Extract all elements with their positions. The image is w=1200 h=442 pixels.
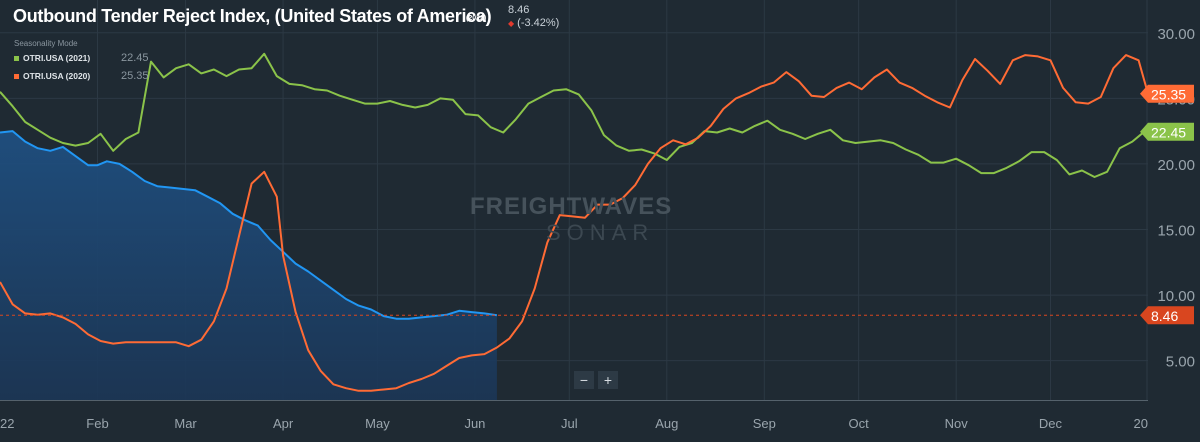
x-tick-label-end: 20 bbox=[1134, 416, 1148, 431]
down-arrow-icon: ◆ bbox=[508, 19, 515, 28]
zoom-in-button[interactable]: + bbox=[598, 371, 618, 389]
title-year: (2022) bbox=[466, 15, 487, 22]
chart-title: Outbound Tender Reject Index, (United St… bbox=[13, 6, 492, 26]
series-line-0 bbox=[0, 130, 498, 320]
series-line-1 bbox=[0, 52, 1149, 178]
change-value: ◆ (-3.42%) bbox=[508, 17, 559, 29]
x-tick-jul: Jul bbox=[561, 416, 578, 431]
axes-layer: 5.0010.0015.0020.0025.0030.0022FebMarApr… bbox=[0, 26, 1195, 431]
legend-swatch bbox=[14, 73, 19, 79]
zoom-out-button[interactable]: − bbox=[574, 371, 594, 389]
y-tick-label: 15.00 bbox=[1157, 223, 1195, 240]
x-tick-sep: Sep bbox=[753, 416, 776, 431]
x-tick-dec: Dec bbox=[1039, 416, 1063, 431]
x-tick-mar: Mar bbox=[174, 416, 197, 431]
x-tick-apr: Apr bbox=[273, 416, 294, 431]
gridlines bbox=[0, 0, 1148, 400]
seasonality-mode-label: Seasonality Mode bbox=[14, 39, 78, 48]
value-flag-label: 22.45 bbox=[1151, 124, 1186, 140]
value-flags: 25.35 22.45 8.46 bbox=[1140, 84, 1194, 325]
legend-label: OTRI.USA (2021) bbox=[23, 53, 91, 63]
series-layer bbox=[0, 52, 1149, 400]
x-tick-nov: Nov bbox=[945, 416, 969, 431]
current-value: 8.46 bbox=[508, 4, 530, 16]
legend-label: OTRI.USA (2020) bbox=[23, 71, 91, 81]
value-flag bbox=[1140, 84, 1194, 103]
series-area-2022 bbox=[0, 131, 497, 400]
x-tick-oct: Oct bbox=[849, 416, 870, 431]
value-flag-label: 8.46 bbox=[1151, 308, 1178, 324]
value-flag bbox=[1140, 122, 1194, 141]
value-flag-label: 25.35 bbox=[1151, 86, 1186, 102]
x-tick-feb: Feb bbox=[86, 416, 108, 431]
change-text: (-3.42%) bbox=[517, 17, 560, 29]
series-line-2 bbox=[0, 54, 1149, 392]
x-tick-aug: Aug bbox=[655, 416, 678, 431]
legend-value: 22.45 bbox=[121, 52, 149, 64]
watermark-sonar: SONAR bbox=[546, 220, 655, 245]
legend-swatch bbox=[14, 55, 19, 61]
y-tick-label: 20.00 bbox=[1157, 157, 1195, 174]
y-tick-label: 5.00 bbox=[1166, 354, 1195, 371]
x-tick-may: May bbox=[365, 416, 390, 431]
x-tick-jun: Jun bbox=[464, 416, 485, 431]
legend-item-2020[interactable]: OTRI.USA (2020) 25.35 bbox=[14, 70, 149, 82]
y-tick-label: 30.00 bbox=[1157, 26, 1195, 43]
watermark-freightwaves: FREIGHTWAVES bbox=[470, 193, 673, 220]
y-tick-label: 10.00 bbox=[1157, 288, 1195, 305]
legend-value: 25.35 bbox=[121, 70, 149, 82]
value-flag bbox=[1140, 306, 1194, 325]
x-tick-label-start: 22 bbox=[0, 416, 14, 431]
legend-item-2021[interactable]: OTRI.USA (2021) 22.45 bbox=[14, 52, 149, 64]
